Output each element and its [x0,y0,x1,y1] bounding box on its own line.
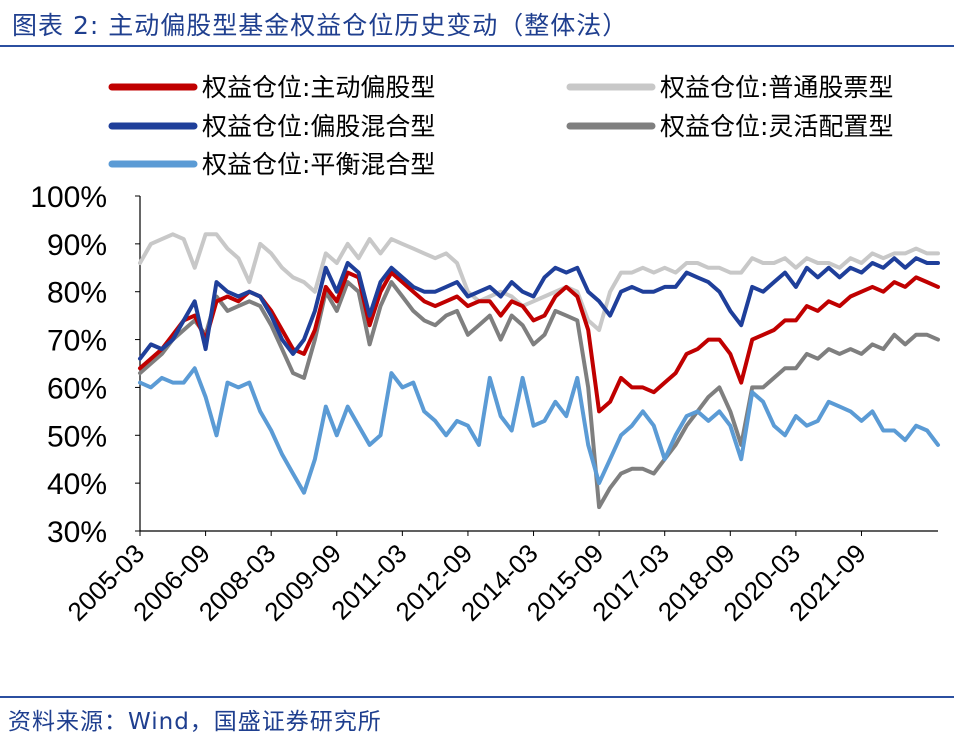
legend-label: 权益仓位:偏股混合型 [202,112,435,141]
series-line-3 [138,232,940,332]
series-lines [138,232,940,510]
y-tick-label: 80% [47,277,107,310]
series-line-1 [138,256,940,361]
figure-title: 图表 2: 主动偏股型基金权益仓位历史变动（整体法） [12,11,629,40]
y-tick-label: 100% [30,181,107,214]
y-tick-label: 90% [47,229,107,262]
y-tick-label: 30% [47,516,107,549]
source-note: 资料来源：Wind，国盛证券研究所 [8,709,382,735]
y-tick-label: 50% [47,420,107,453]
y-axis-ticks: 100% 90% 80% 70% 60% 50% 40% 30% [30,181,140,549]
y-tick-label: 60% [47,372,107,405]
chart-axes [139,196,938,532]
source-divider [0,696,954,698]
series-line-4 [138,280,940,510]
legend-label: 权益仓位:普通股票型 [660,73,893,102]
x-axis-ticks: 2005-032006-092008-032009-092011-032012-… [62,531,872,627]
y-tick-label: 70% [47,325,107,358]
series-line-0 [138,270,940,414]
legend-label: 权益仓位:平衡混合型 [202,150,435,179]
legend-label: 权益仓位:灵活配置型 [660,112,893,141]
legend-label: 权益仓位:主动偏股型 [202,73,435,102]
title-divider [0,45,954,47]
series-line-2 [138,366,940,495]
y-tick-label: 40% [47,468,107,501]
